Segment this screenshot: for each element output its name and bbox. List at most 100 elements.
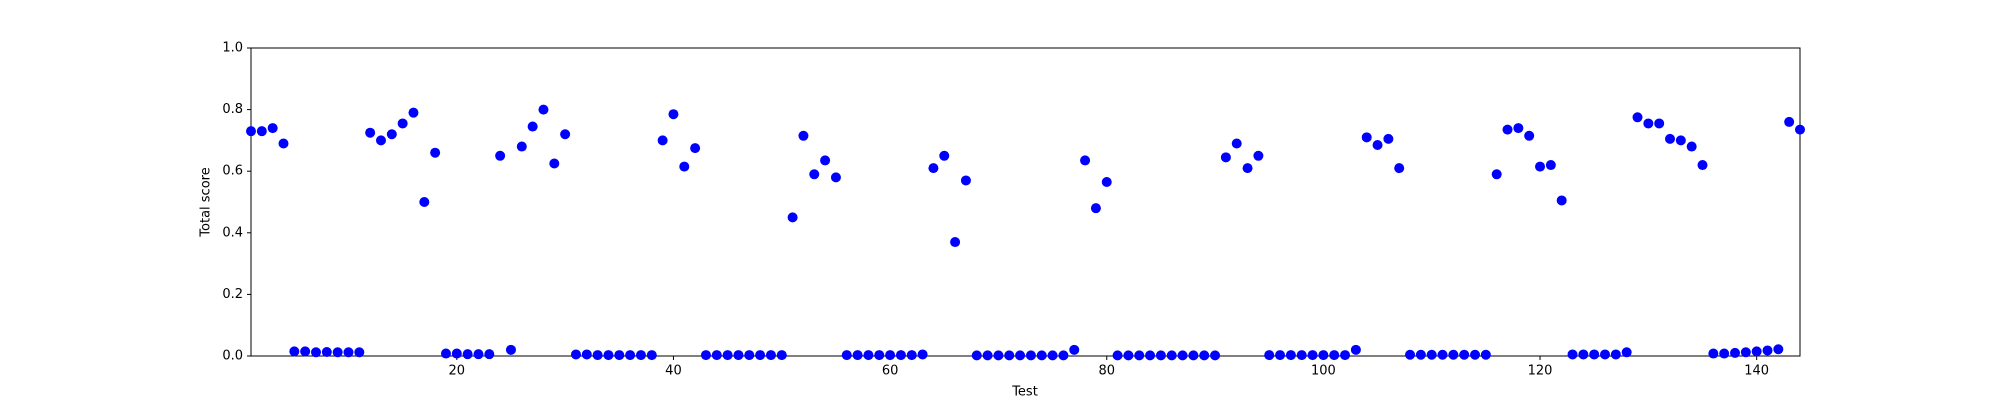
- point: [1242, 163, 1253, 174]
- point: [1155, 350, 1166, 361]
- point: [1177, 350, 1188, 361]
- point: [1296, 350, 1307, 361]
- y-tick-label: 1.0: [222, 41, 243, 56]
- point: [668, 109, 679, 120]
- point: [1513, 123, 1524, 134]
- point: [1253, 150, 1264, 161]
- point: [1686, 141, 1697, 152]
- x-tick-label: 60: [882, 364, 899, 379]
- point: [1318, 350, 1329, 361]
- point: [1361, 132, 1372, 143]
- point: [1004, 350, 1015, 361]
- x-tick-label: 80: [1098, 364, 1115, 379]
- point: [700, 350, 711, 361]
- point: [1437, 349, 1448, 360]
- point: [711, 350, 722, 361]
- point: [1610, 349, 1621, 360]
- point: [722, 350, 733, 361]
- point: [1134, 350, 1145, 361]
- point: [1112, 350, 1123, 361]
- point: [1740, 347, 1751, 358]
- point: [917, 349, 928, 360]
- point: [1643, 118, 1654, 129]
- point: [993, 350, 1004, 361]
- point: [1166, 350, 1177, 361]
- point: [419, 197, 430, 207]
- point: [657, 135, 668, 146]
- x-tick-label: 20: [449, 364, 466, 379]
- point: [1188, 350, 1199, 361]
- point: [1307, 350, 1318, 361]
- point: [765, 350, 776, 361]
- point: [1675, 135, 1686, 146]
- point: [841, 350, 852, 361]
- point: [440, 348, 451, 359]
- point: [365, 127, 376, 138]
- x-axis-label: Test: [1011, 385, 1038, 400]
- point: [560, 129, 571, 140]
- point: [386, 129, 397, 140]
- point: [1350, 344, 1361, 355]
- point: [1730, 347, 1741, 358]
- point: [549, 158, 560, 169]
- point: [603, 350, 614, 361]
- point: [614, 350, 625, 361]
- point: [733, 350, 744, 361]
- point: [1535, 161, 1546, 172]
- point: [939, 150, 950, 161]
- point: [690, 143, 701, 154]
- x-tick-label: 120: [1528, 364, 1553, 379]
- point: [256, 126, 267, 137]
- point: [1600, 349, 1611, 360]
- point: [895, 350, 906, 361]
- point: [776, 350, 787, 361]
- point: [1405, 349, 1416, 360]
- point: [787, 212, 798, 223]
- point: [982, 350, 993, 361]
- point: [1621, 347, 1632, 358]
- point: [863, 350, 874, 361]
- point: [1415, 349, 1426, 360]
- x-tick-label: 140: [1744, 364, 1769, 379]
- point: [495, 150, 506, 161]
- point: [1015, 350, 1026, 361]
- point: [505, 344, 516, 355]
- point: [625, 350, 636, 361]
- point: [1058, 350, 1069, 361]
- point: [1264, 350, 1275, 361]
- point: [830, 172, 841, 183]
- point: [1719, 348, 1730, 359]
- point: [397, 118, 408, 129]
- point: [1708, 348, 1719, 359]
- point: [451, 348, 462, 359]
- point: [1751, 346, 1762, 357]
- point: [375, 135, 386, 146]
- point: [1784, 116, 1795, 127]
- point: [798, 130, 809, 141]
- point: [1448, 349, 1459, 360]
- point: [538, 104, 549, 115]
- point: [1220, 152, 1231, 163]
- point: [1556, 195, 1567, 206]
- point: [462, 349, 473, 360]
- point: [1632, 112, 1643, 123]
- point: [321, 346, 332, 357]
- point: [885, 350, 896, 361]
- point: [1199, 350, 1210, 361]
- point: [570, 349, 581, 360]
- point: [1697, 160, 1708, 171]
- point: [1567, 349, 1578, 360]
- point: [1145, 350, 1156, 361]
- point: [1383, 133, 1394, 144]
- point: [1275, 350, 1286, 361]
- point: [1101, 176, 1112, 187]
- plot-frame: [250, 47, 1801, 357]
- point: [408, 107, 419, 118]
- point: [906, 350, 917, 361]
- point: [928, 163, 939, 174]
- point: [820, 155, 831, 166]
- point: [1123, 350, 1134, 361]
- y-tick-label: 0.4: [222, 225, 243, 240]
- point: [289, 346, 300, 357]
